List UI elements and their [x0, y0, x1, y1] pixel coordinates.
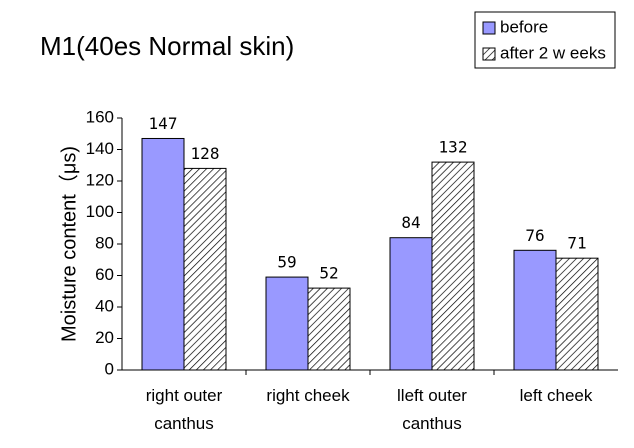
y-tick-label: 160	[86, 107, 114, 126]
y-tick-label: 120	[86, 170, 114, 189]
bar	[265, 276, 309, 371]
value-label: 132	[439, 138, 468, 157]
y-tick-label: 20	[95, 328, 114, 347]
bar	[555, 257, 599, 371]
chart-title: M1(40es Normal skin)	[40, 31, 294, 61]
x-tick-label: left cheek	[519, 386, 593, 405]
legend-swatch	[482, 21, 496, 35]
x-tick-label: lleft outer canthus	[397, 386, 467, 433]
value-label: 128	[191, 144, 220, 163]
y-axis-label: Moisture content（μs)	[57, 146, 80, 342]
legend-label: after 2 w eeks	[500, 43, 606, 62]
y-tick-label: 100	[86, 202, 114, 221]
bar	[389, 237, 433, 371]
y-tick-label: 80	[95, 233, 114, 252]
value-label: 76	[525, 226, 544, 245]
value-label: 147	[149, 114, 178, 133]
value-label: 84	[401, 213, 420, 232]
value-label: 52	[319, 264, 338, 283]
legend-swatch	[482, 47, 496, 61]
y-tick-label: 0	[105, 359, 114, 378]
bar	[307, 287, 351, 371]
legend-label: before	[500, 17, 548, 36]
bar	[141, 137, 185, 371]
y-tick-label: 140	[86, 139, 114, 158]
value-label: 59	[277, 253, 296, 272]
bar	[431, 161, 475, 371]
legend-box	[474, 11, 616, 69]
bar	[183, 167, 227, 371]
value-label: 71	[567, 234, 586, 253]
x-tick-label: right outer canthus	[145, 386, 223, 433]
y-tick-label: 60	[95, 265, 114, 284]
bar	[513, 249, 557, 371]
y-tick-label: 40	[95, 296, 114, 315]
x-tick-label: right cheek	[266, 386, 350, 405]
